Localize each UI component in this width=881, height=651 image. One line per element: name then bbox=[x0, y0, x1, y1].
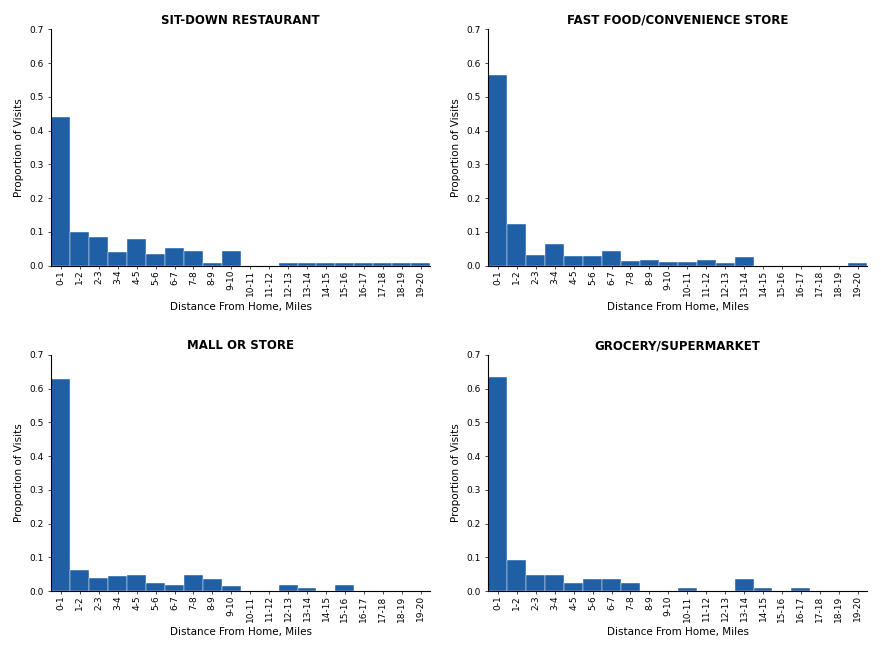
Bar bbox=[108, 252, 127, 266]
Bar bbox=[278, 585, 298, 591]
Bar bbox=[507, 560, 526, 591]
Y-axis label: Proportion of Visits: Proportion of Visits bbox=[451, 424, 461, 522]
Bar bbox=[583, 579, 602, 591]
Bar bbox=[602, 579, 621, 591]
X-axis label: Distance From Home, Miles: Distance From Home, Miles bbox=[607, 627, 749, 637]
Bar bbox=[146, 583, 165, 591]
Bar bbox=[735, 257, 753, 266]
Title: FAST FOOD/CONVENIENCE STORE: FAST FOOD/CONVENIENCE STORE bbox=[567, 14, 788, 27]
Bar bbox=[697, 260, 715, 266]
Bar bbox=[545, 243, 564, 266]
Y-axis label: Proportion of Visits: Proportion of Visits bbox=[14, 424, 24, 522]
Bar bbox=[278, 263, 298, 266]
Bar bbox=[640, 260, 659, 266]
Bar bbox=[316, 263, 336, 266]
Bar bbox=[298, 263, 316, 266]
Bar bbox=[621, 583, 640, 591]
Bar bbox=[146, 254, 165, 266]
Bar bbox=[715, 263, 735, 266]
Bar bbox=[735, 579, 753, 591]
Bar bbox=[203, 579, 222, 591]
Bar bbox=[621, 260, 640, 266]
Bar bbox=[677, 589, 697, 591]
Bar bbox=[753, 589, 773, 591]
Bar bbox=[526, 255, 545, 266]
Bar bbox=[583, 255, 602, 266]
Bar bbox=[374, 263, 392, 266]
Title: MALL OR STORE: MALL OR STORE bbox=[188, 339, 294, 352]
Bar bbox=[51, 117, 70, 266]
Bar bbox=[184, 575, 203, 591]
Bar bbox=[127, 239, 146, 266]
Bar bbox=[89, 578, 108, 591]
Bar bbox=[545, 575, 564, 591]
Bar bbox=[165, 585, 184, 591]
Bar bbox=[791, 589, 811, 591]
Bar bbox=[659, 262, 677, 266]
Bar bbox=[848, 263, 867, 266]
Bar bbox=[354, 263, 374, 266]
Bar bbox=[411, 263, 430, 266]
Bar bbox=[70, 232, 89, 266]
Bar bbox=[488, 75, 507, 266]
Bar bbox=[336, 263, 354, 266]
Title: GROCERY/SUPERMARKET: GROCERY/SUPERMARKET bbox=[595, 339, 760, 352]
Bar bbox=[108, 575, 127, 591]
Bar bbox=[89, 237, 108, 266]
Bar bbox=[70, 570, 89, 591]
Bar bbox=[602, 251, 621, 266]
Y-axis label: Proportion of Visits: Proportion of Visits bbox=[451, 98, 461, 197]
Bar bbox=[564, 583, 583, 591]
Bar bbox=[203, 263, 222, 266]
X-axis label: Distance From Home, Miles: Distance From Home, Miles bbox=[607, 301, 749, 312]
Bar bbox=[222, 586, 241, 591]
X-axis label: Distance From Home, Miles: Distance From Home, Miles bbox=[170, 627, 312, 637]
Bar bbox=[222, 251, 241, 266]
Bar bbox=[564, 255, 583, 266]
Title: SIT-DOWN RESTAURANT: SIT-DOWN RESTAURANT bbox=[161, 14, 320, 27]
Bar bbox=[298, 589, 316, 591]
Bar bbox=[488, 377, 507, 591]
Bar bbox=[184, 251, 203, 266]
Bar bbox=[336, 585, 354, 591]
Y-axis label: Proportion of Visits: Proportion of Visits bbox=[14, 98, 24, 197]
Bar bbox=[507, 225, 526, 266]
Bar bbox=[526, 575, 545, 591]
Bar bbox=[51, 379, 70, 591]
Bar bbox=[677, 262, 697, 266]
X-axis label: Distance From Home, Miles: Distance From Home, Miles bbox=[170, 301, 312, 312]
Bar bbox=[392, 263, 411, 266]
Bar bbox=[165, 248, 184, 266]
Bar bbox=[127, 575, 146, 591]
